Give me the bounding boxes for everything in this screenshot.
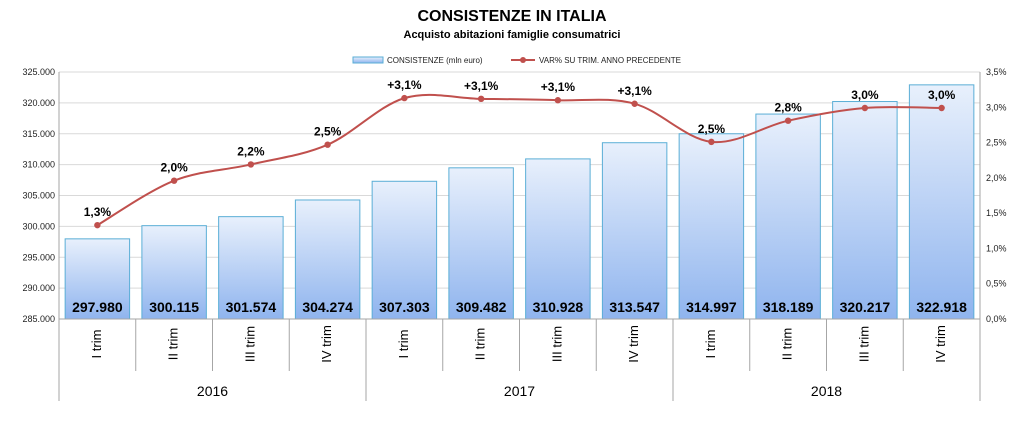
bar-value-label: 307.303 [379,299,430,315]
bar-value-label: 318.189 [763,299,814,315]
bar [526,159,590,319]
bar-value-label: 314.997 [686,299,737,315]
right-tick-label: 2,0% [986,173,1007,183]
legend: CONSISTENZE (mln euro) VAR% SU TRIM. ANN… [353,56,681,65]
left-tick-label: 295.000 [22,252,55,262]
line-marker [478,96,484,102]
line-value-label: 2,0% [160,161,188,175]
legend-bar-label: CONSISTENZE (mln euro) [387,56,483,65]
legend-line-label: VAR% SU TRIM. ANNO PRECEDENTE [539,56,681,65]
line-marker [631,101,637,107]
line-value-label: +3,1% [387,78,422,92]
right-tick-label: 1,0% [986,243,1007,253]
bar-value-label: 322.918 [916,299,967,315]
right-tick-label: 3,5% [986,67,1007,77]
line-marker [862,105,868,111]
left-tick-label: 305.000 [22,191,55,201]
category-label: IV trim [626,325,641,363]
year-label: 2018 [811,383,842,399]
line-value-label: 2,5% [698,122,726,136]
left-tick-label: 285.000 [22,314,55,324]
left-tick-label: 315.000 [22,129,55,139]
bar-value-label: 313.547 [609,299,660,315]
bar-value-label: 310.928 [533,299,584,315]
category-label: III trim [242,326,257,362]
bar [679,134,743,319]
category-label: II trim [166,328,181,361]
chart-subtitle: Acquisto abitazioni famiglie consumatric… [404,29,621,41]
year-label: 2016 [197,383,228,399]
line-value-label: +3,1% [464,79,499,93]
bar [833,102,897,319]
left-tick-label: 300.000 [22,221,55,231]
line-value-label: +3,1% [541,80,576,94]
bar-value-label: 320.217 [840,299,891,315]
category-label: II trim [473,328,488,361]
line-value-label: 2,8% [774,101,802,115]
right-tick-label: 1,5% [986,208,1007,218]
left-tick-label: 310.000 [22,160,55,170]
bar [602,143,666,319]
category-label: I trim [89,330,104,359]
line-value-label: 2,5% [314,125,342,139]
bar [449,168,513,319]
line-marker [555,97,561,103]
right-tick-label: 0,5% [986,279,1007,289]
category-label: IV trim [319,325,334,363]
right-tick-label: 2,5% [986,138,1007,148]
left-tick-label: 325.000 [22,67,55,77]
line-marker [171,177,177,183]
line-marker [248,161,254,167]
chart-title: CONSISTENZE IN ITALIA [417,8,606,25]
bar [909,85,973,319]
right-axis-ticks: 0,0% 0,5% 1,0% 1,5% 2,0% 2,5% 3,0% 3,5% [986,67,1007,324]
bar-value-label: 309.482 [456,299,507,315]
line-value-label: 3,0% [851,88,879,102]
line-value-label: +3,1% [617,84,652,98]
line-marker [94,222,100,228]
year-label: 2017 [504,383,535,399]
line-value-label: 1,3% [84,205,112,219]
category-label: II trim [780,328,795,361]
line-marker [785,117,791,123]
bar [756,114,820,319]
line-value-label: 3,0% [928,88,956,102]
line-marker [324,141,330,147]
bar-series [65,85,974,319]
right-tick-label: 0,0% [986,314,1007,324]
category-label: III trim [856,326,871,362]
category-label: IV trim [933,325,948,363]
left-tick-label: 320.000 [22,98,55,108]
bar-value-label: 297.980 [72,299,123,315]
legend-line-marker [520,57,526,63]
bar-value-label: 300.115 [149,299,199,315]
category-label: I trim [396,330,411,359]
left-tick-label: 290.000 [22,283,55,293]
legend-bar-swatch [353,57,383,63]
right-tick-label: 3,0% [986,102,1007,112]
category-label: III trim [549,326,564,362]
line-marker [938,105,944,111]
bar-value-label: 301.574 [226,299,277,315]
line-value-label: 2,2% [237,144,265,158]
line-marker [708,139,714,145]
category-label: I trim [703,330,718,359]
line-marker [401,95,407,101]
bar-value-label: 304.274 [302,299,353,315]
left-axis-ticks: 285.000 290.000 295.000 300.000 305.000 310.0… [22,67,55,324]
